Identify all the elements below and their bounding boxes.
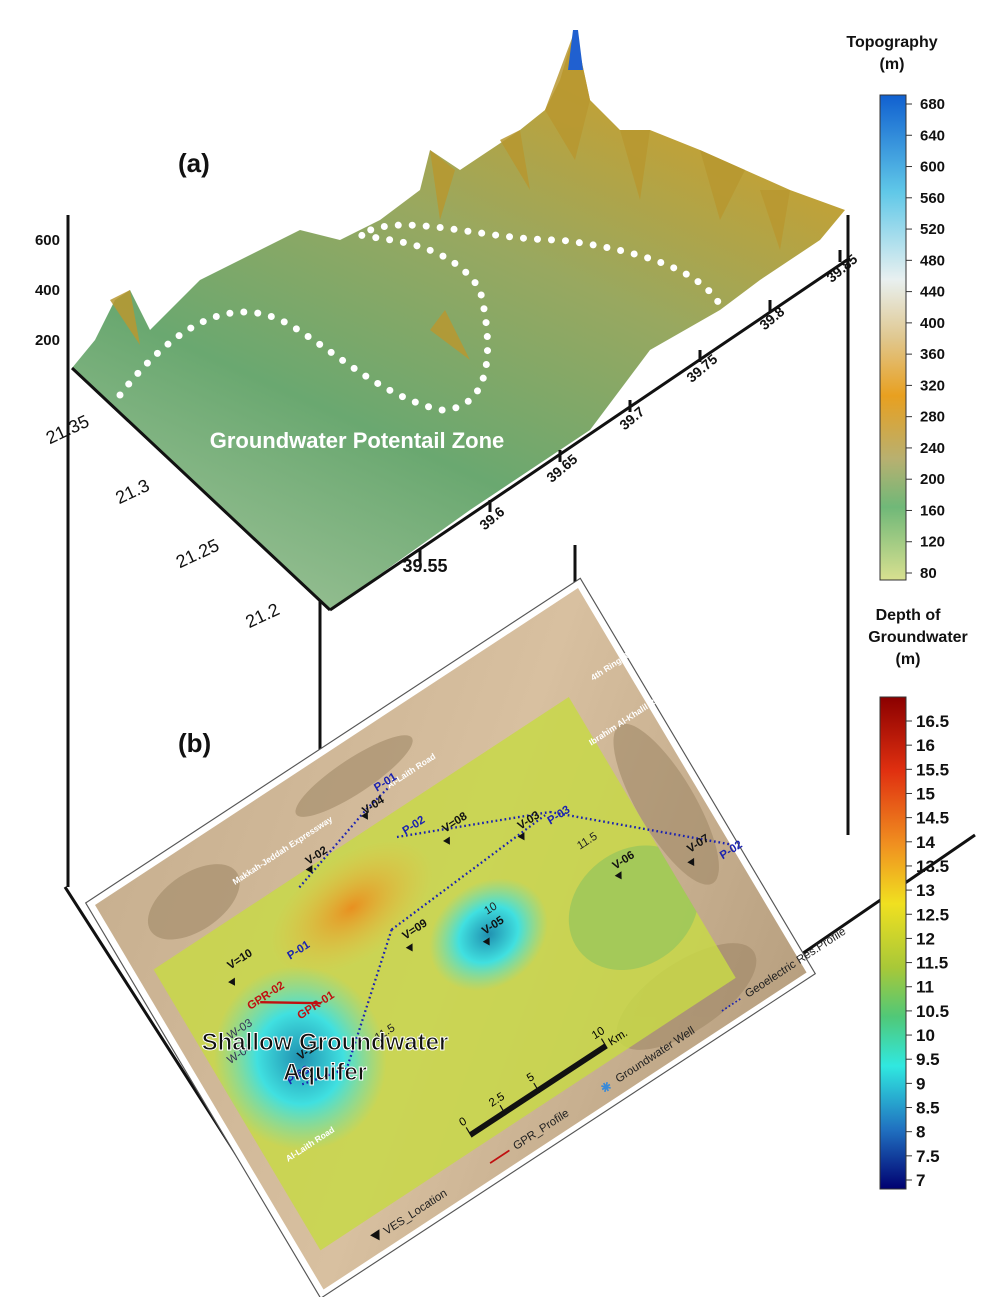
tick-label: 520 bbox=[920, 221, 945, 238]
tick-label: 7 bbox=[916, 1171, 925, 1190]
longitude-tick: 39.55 bbox=[402, 556, 447, 576]
tick-label: 12.5 bbox=[916, 905, 949, 924]
tick-label: 240 bbox=[920, 440, 945, 457]
tick-label: 160 bbox=[920, 502, 945, 519]
figure: (a) (b) Groundwater Potentail Zone 600 40… bbox=[0, 0, 983, 1297]
longitude-tick: 39.7 bbox=[616, 403, 647, 433]
elevation-tick: 600 bbox=[35, 232, 60, 249]
tick-label: 16.5 bbox=[916, 712, 949, 731]
longitude-tick: 39.75 bbox=[683, 351, 720, 386]
tick-label: 13 bbox=[916, 881, 935, 900]
elevation-tick: 200 bbox=[35, 332, 60, 349]
panel-label: (a) bbox=[178, 148, 210, 178]
legend-title: Topography bbox=[846, 34, 937, 51]
tick-label: 680 bbox=[920, 96, 945, 113]
tick-label: 11.5 bbox=[916, 954, 948, 973]
tick-label: 14.5 bbox=[916, 809, 949, 828]
legend-title: Groundwater bbox=[868, 629, 968, 646]
tick-label: 320 bbox=[920, 377, 945, 394]
tick-label: 200 bbox=[920, 471, 945, 488]
legend-title: (m) bbox=[896, 651, 921, 668]
longitude-tick: 39.8 bbox=[756, 303, 787, 333]
zone-label: Groundwater Potentail Zone bbox=[210, 428, 505, 453]
tick-label: 9.5 bbox=[916, 1050, 940, 1069]
aquifer-label: Shallow Groundwater bbox=[202, 1029, 449, 1056]
tick-label: 7.5 bbox=[916, 1147, 940, 1166]
tick-label: 9 bbox=[916, 1074, 925, 1093]
latitude-tick: 21.2 bbox=[242, 599, 282, 632]
legend-title: Depth of bbox=[876, 607, 942, 624]
elevation-tick: 400 bbox=[35, 282, 60, 299]
tick-label: 11 bbox=[916, 978, 934, 997]
tick-label: 640 bbox=[920, 127, 945, 144]
tick-label: 280 bbox=[920, 409, 945, 426]
tick-label: 600 bbox=[920, 159, 945, 176]
tick-label: 400 bbox=[920, 315, 945, 332]
tick-label: 8 bbox=[916, 1123, 925, 1142]
tick-label: 10 bbox=[916, 1026, 935, 1045]
depth-colorbar bbox=[880, 697, 906, 1189]
tick-label: 120 bbox=[920, 534, 945, 551]
tick-label: 480 bbox=[920, 252, 945, 269]
tick-label: 15.5 bbox=[916, 760, 949, 779]
latitude-tick: 21.3 bbox=[112, 475, 152, 508]
tick-label: 14 bbox=[916, 833, 935, 852]
panel-label: (b) bbox=[178, 728, 211, 758]
tick-label: 13.5 bbox=[916, 857, 949, 876]
tick-label: 12 bbox=[916, 929, 935, 948]
aquifer-label: Aquifer bbox=[283, 1059, 367, 1086]
tick-label: 440 bbox=[920, 284, 945, 301]
topography-colorbar bbox=[880, 95, 906, 580]
tick-label: 16 bbox=[916, 736, 935, 755]
latitude-tick: 21.25 bbox=[173, 535, 222, 572]
tick-label: 10.5 bbox=[916, 1002, 949, 1021]
tick-label: 8.5 bbox=[916, 1099, 940, 1118]
tick-label: 560 bbox=[920, 190, 945, 207]
longitude-tick: 39.85 bbox=[823, 251, 860, 286]
tick-label: 80 bbox=[920, 565, 937, 582]
legend-title: (m) bbox=[880, 56, 905, 73]
tick-label: 360 bbox=[920, 346, 945, 363]
tick-label: 15 bbox=[916, 784, 935, 803]
map-sheet: Makkah-Jeddah Expressway Al-Laith Road I… bbox=[86, 552, 855, 1297]
